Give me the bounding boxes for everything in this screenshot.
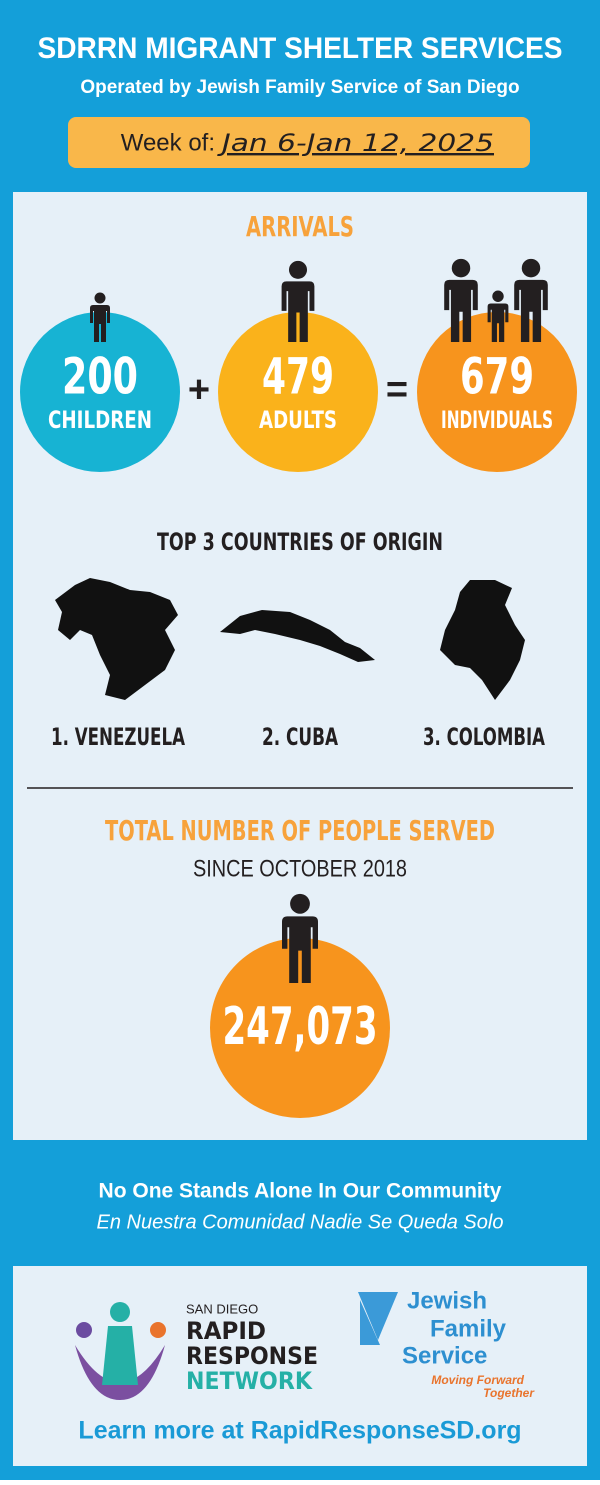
jfs-word: Jewish [407, 1287, 487, 1314]
cuba-map [220, 610, 375, 662]
equals-sign: = [386, 369, 408, 411]
total-heading: TOTAL NUMBER OF PEOPLE SERVED [105, 814, 495, 847]
children-label: CHILDREN [48, 406, 152, 434]
rrn-word: NETWORK [186, 1367, 313, 1395]
website-link[interactable]: Learn more at RapidResponseSD.org [78, 1417, 521, 1445]
tagline-spanish: En Nuestra Comunidad Nadie Se Queda Solo [97, 1211, 504, 1233]
jfs-slogan: Moving Forward [431, 1373, 524, 1387]
country-3: 3. COLOMBIA [423, 723, 545, 751]
colombia-map [440, 580, 525, 700]
individuals-circle [417, 312, 577, 472]
tagline: No One Stands Alone In Our Community [99, 1180, 502, 1203]
rrn-logo-figure [110, 1302, 130, 1322]
arrivals-heading: ARRIVALS [246, 210, 354, 243]
jfs-slogan: Together [483, 1386, 535, 1400]
rrn-city: SAN DIEGO [186, 1301, 258, 1316]
countries-heading: TOP 3 COUNTRIES OF ORIGIN [157, 528, 443, 556]
total-circle [210, 938, 390, 1118]
adults-circle [218, 312, 378, 472]
week-label: Week of: [121, 129, 215, 156]
country-2: 2. CUBA [262, 723, 338, 751]
total-number: 247,073 [223, 997, 378, 1057]
rrn-logo-figure [76, 1322, 92, 1338]
week-dates: Jan 6-Jan 12, 2025 [217, 129, 494, 157]
children-number: 200 [62, 348, 138, 406]
adults-number: 479 [262, 348, 334, 406]
individuals-label: INDIVIDUALS [441, 406, 553, 434]
rrn-word: RAPID [186, 1317, 266, 1345]
title: SDRRN MIGRANT SHELTER SERVICES [38, 32, 563, 65]
jfs-logo-mark [358, 1292, 398, 1345]
jfs-word: Family [430, 1315, 507, 1342]
rrn-logo-body [102, 1326, 138, 1385]
subtitle: Operated by Jewish Family Service of San… [80, 77, 519, 98]
children-circle [20, 312, 180, 472]
total-subheading: SINCE OCTOBER 2018 [193, 855, 407, 882]
rrn-word: RESPONSE [186, 1342, 318, 1370]
adults-label: ADULTS [259, 406, 337, 434]
jfs-word: Service [402, 1342, 487, 1369]
plus-sign: + [188, 369, 210, 411]
rrn-logo-figure [150, 1322, 166, 1338]
country-1: 1. VENEZUELA [51, 723, 185, 751]
rrn-logo-arc [75, 1345, 165, 1400]
week-box [68, 117, 530, 168]
individuals-number: 679 [460, 348, 534, 406]
venezuela-map [55, 578, 178, 700]
